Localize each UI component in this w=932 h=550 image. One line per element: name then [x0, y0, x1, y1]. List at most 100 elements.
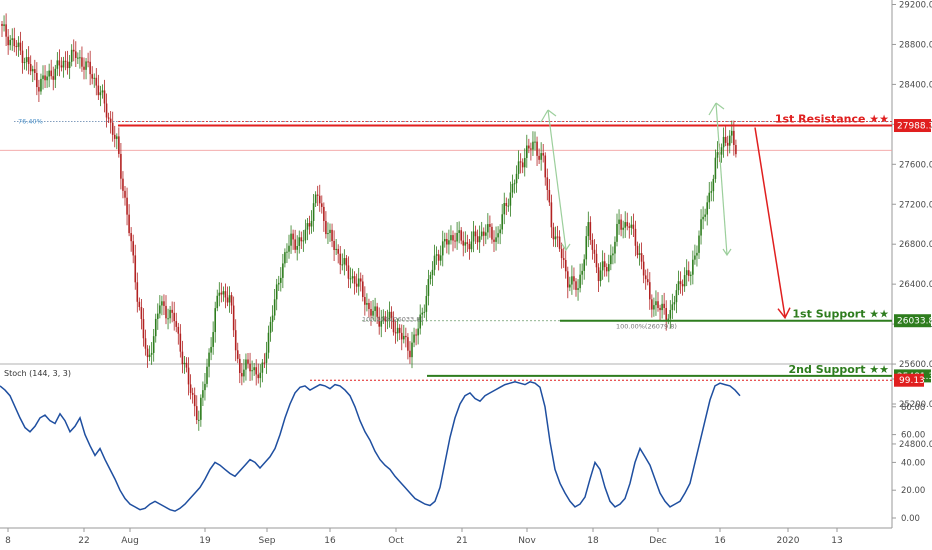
candle-body: [511, 184, 514, 193]
candle-body: [366, 302, 368, 305]
candle-body: [501, 214, 503, 230]
candle-body: [302, 240, 305, 242]
candle-body: [710, 191, 713, 193]
candle-body: [585, 236, 588, 260]
candle-body: [136, 282, 139, 302]
candle-body: [733, 130, 735, 146]
candle-body: [321, 203, 323, 207]
time-axis[interactable]: 8 22 Aug 19 Sep 16 Oct 21 Nov 18 Dec 16 2020 13: [5, 528, 843, 546]
candle-body: [224, 291, 227, 298]
support-1-tag-value: 26033.8: [897, 317, 932, 327]
stoch-tick-label: 80.00: [901, 403, 925, 413]
candle-body: [503, 202, 506, 215]
candle-body: [726, 142, 729, 146]
candle-body: [128, 214, 130, 234]
candle-body: [446, 238, 448, 245]
candle-body: [720, 147, 723, 155]
candle-body: [564, 260, 567, 272]
stochastic-panel[interactable]: [0, 365, 892, 528]
candle-body: [107, 117, 110, 119]
candle-body: [154, 318, 157, 337]
candle-body: [577, 288, 579, 290]
time-tick-label: 22: [78, 536, 89, 546]
candle-body: [679, 281, 682, 285]
candle-body: [267, 332, 270, 353]
candle-body: [632, 224, 635, 229]
candle-body: [359, 278, 362, 282]
candle-body: [126, 197, 128, 215]
candle-body: [36, 72, 38, 88]
candle-body: [630, 224, 633, 228]
candle-body: [296, 245, 298, 250]
candle-body: [523, 157, 526, 168]
price-panel[interactable]: [0, 0, 892, 363]
candle-body: [716, 152, 719, 158]
support-2-label: 2nd Support ★★: [789, 363, 890, 376]
candle-body: [706, 202, 708, 215]
candle-body: [99, 92, 102, 96]
candle-body: [9, 39, 11, 46]
candle-body: [331, 229, 333, 242]
candle-body: [134, 255, 137, 283]
candle-body: [526, 145, 528, 158]
candle-body: [390, 311, 393, 319]
candle-body: [671, 304, 674, 311]
candle-body: [663, 303, 665, 309]
candle-body: [58, 60, 61, 66]
candle-body: [56, 60, 59, 69]
candle-body: [605, 267, 608, 272]
resistance-label: 1st Resistance ★★: [775, 113, 889, 126]
candle-body: [677, 281, 680, 291]
candle-body: [595, 253, 598, 268]
candle-body: [83, 66, 85, 70]
price-tick-label: 24800.0: [899, 440, 932, 450]
candle-body: [333, 241, 335, 251]
candle-body: [29, 64, 32, 72]
candle-body: [345, 258, 348, 266]
candle-body: [556, 236, 559, 238]
projection-segment: [715, 102, 728, 256]
candle-body: [122, 178, 124, 191]
candle-body: [601, 261, 604, 271]
candle-body: [234, 330, 237, 351]
candle-body: [728, 135, 731, 146]
candle-body: [515, 173, 518, 184]
candle-body: [476, 236, 479, 243]
candle-body: [79, 57, 81, 59]
candle-body: [731, 130, 733, 136]
candle-body: [85, 61, 87, 70]
price-tick-label: 27600.0: [899, 160, 932, 170]
candle-body: [72, 49, 75, 52]
candle-body: [216, 295, 219, 309]
candle-body: [70, 49, 73, 62]
candle-body: [3, 24, 5, 26]
candle-body: [27, 57, 30, 65]
resistance-tag-value: 27988.3: [897, 122, 932, 132]
candle-body: [626, 222, 629, 227]
candle-body: [429, 275, 432, 280]
candle-body: [735, 145, 737, 155]
candle-body: [251, 370, 253, 372]
candle-body: [370, 309, 372, 316]
candle-body: [388, 311, 391, 321]
candle-body: [169, 309, 171, 319]
candle-body: [558, 236, 561, 249]
candle-body: [64, 60, 67, 62]
fib-label-a: 100.00%(26033.8): [362, 316, 423, 324]
candle-body: [491, 226, 493, 240]
candle-body: [392, 318, 395, 333]
candle-body: [222, 291, 225, 295]
candle-body: [610, 255, 612, 265]
candle-body: [183, 362, 186, 365]
candle-body: [210, 346, 212, 353]
candle-body: [398, 327, 401, 333]
candle-body: [97, 85, 100, 96]
candle-body: [42, 75, 44, 79]
candle-body: [325, 220, 327, 235]
candle-body: [495, 237, 497, 242]
candle-body: [538, 155, 540, 160]
candle-body: [669, 310, 672, 319]
candle-body: [638, 253, 641, 255]
candle-body: [77, 57, 79, 59]
